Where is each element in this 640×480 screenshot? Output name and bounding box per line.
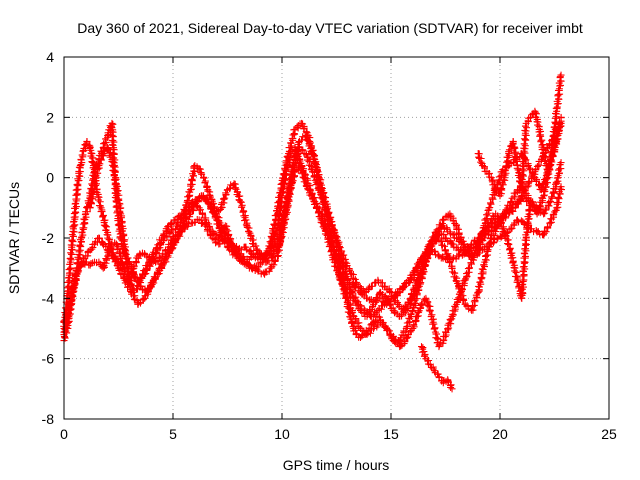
y-tick-label: 4 — [46, 49, 54, 65]
x-tick-label: 5 — [169, 426, 177, 442]
series-track-6 — [335, 198, 535, 351]
y-tick-label: -2 — [42, 230, 55, 246]
y-tick-label: -6 — [42, 351, 55, 367]
y-axis-label: SDTVAR / TECUs — [6, 182, 22, 294]
x-tick-label: 25 — [601, 426, 617, 442]
chart-title: Day 360 of 2021, Sidereal Day-to-day VTE… — [77, 20, 583, 36]
x-tick-label: 15 — [383, 426, 399, 442]
data-markers — [418, 343, 456, 393]
x-axis-label: GPS time / hours — [283, 457, 390, 473]
series-track-7 — [418, 343, 456, 393]
y-tick-label: -4 — [42, 290, 55, 306]
y-tick-label: 0 — [46, 170, 54, 186]
x-tick-label: 0 — [60, 426, 68, 442]
series-track-8 — [474, 71, 565, 200]
data-markers — [335, 198, 535, 351]
x-tick-label: 20 — [492, 426, 508, 442]
y-tick-label: 2 — [46, 109, 54, 125]
axis-ticks: 0 5 10 15 20 25 -8 -6 -4 -2 0 2 4 — [42, 49, 617, 442]
y-tick-label: -8 — [42, 411, 55, 427]
data-markers — [474, 71, 565, 200]
data-points — [60, 71, 565, 393]
x-tick-label: 10 — [274, 426, 290, 442]
